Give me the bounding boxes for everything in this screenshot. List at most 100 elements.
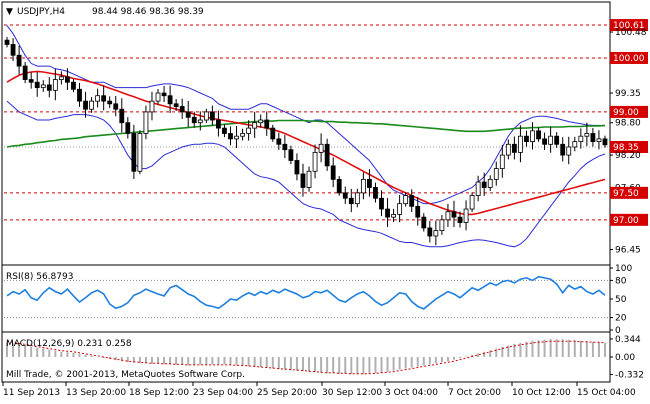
candle-body [167, 95, 173, 105]
candle-body [306, 170, 312, 188]
candle-body [46, 84, 52, 91]
macd-tick-label: 0.00 [615, 353, 635, 363]
candle-body [264, 119, 270, 129]
candle-body [288, 149, 294, 161]
candle-body [602, 138, 608, 146]
candle-body [505, 143, 511, 156]
candle-body [367, 178, 372, 188]
candle-body [578, 135, 584, 142]
time-tick-label: 25 Sep 20:00 [257, 388, 317, 398]
chart-frame [1, 1, 611, 383]
time-tick-label: 30 Sep 12:00 [322, 388, 382, 398]
candle-body [77, 88, 82, 102]
candle-body [252, 122, 258, 129]
candle-body [300, 173, 306, 188]
candle-body [360, 178, 366, 194]
rsi-line [6, 275, 606, 310]
candle-body [52, 79, 58, 91]
candle-body [40, 84, 46, 89]
price-tick-label: 99.35 [615, 89, 641, 99]
time-tick-label: 13 Sep 20:00 [66, 388, 126, 398]
rsi-tick-label: 50 [615, 295, 627, 305]
candle-body [149, 100, 155, 113]
candle-body [391, 214, 396, 218]
candle-body [409, 195, 415, 207]
candle-body [95, 95, 101, 102]
candle-body [209, 111, 215, 121]
candle-body [203, 111, 209, 121]
macd-signal-line [6, 340, 606, 375]
candle-body [463, 208, 469, 223]
candle-body [282, 143, 288, 151]
level-box-100.61 [610, 19, 648, 32]
rsi-tick-label: 100 [615, 264, 632, 274]
candle-body [222, 127, 227, 134]
candle-body [107, 100, 113, 105]
time-axis: 11 Sep 2013 13 Sep 20:00 18 Sep 12:00 23 Se… [2, 382, 636, 398]
candle-body [397, 203, 403, 215]
candle-body [518, 135, 523, 153]
level-box-99.00 [610, 105, 648, 118]
candle-body [590, 133, 596, 142]
time-tick-label: 3 Oct 04:00 [385, 388, 438, 398]
candle-body [572, 141, 578, 148]
candle-body [34, 81, 40, 89]
level-label: 100.61 [613, 21, 645, 31]
candle-body [554, 135, 560, 145]
candle-body [596, 138, 602, 142]
rsi-tick-label: 20 [615, 314, 627, 324]
candle-body [119, 108, 125, 124]
candle-body [584, 133, 590, 137]
candle-body [487, 178, 493, 188]
level-box-100.00 [610, 51, 648, 64]
macd-pane: 0.344 0.00 -0.332 [6, 335, 644, 380]
dropdown-arrow-icon[interactable]: ▼ [6, 7, 13, 17]
candle-body [536, 130, 541, 140]
candle-body [566, 146, 572, 156]
candle-body [530, 130, 535, 142]
candle-body [548, 135, 554, 145]
candle-body [16, 54, 22, 67]
copyright-label: Mill Trade, © 2001-2013, MetaQuotes Soft… [6, 370, 245, 380]
candle-body [173, 103, 179, 107]
candle-body [475, 181, 481, 196]
candle-body [216, 119, 221, 129]
price-tick-label: 100.48 [615, 28, 647, 38]
candle-body [560, 143, 566, 156]
candle-body [155, 92, 161, 102]
price-label: 98.35 [613, 143, 639, 153]
candle-body [342, 192, 348, 199]
candle-body [427, 227, 433, 237]
candle-body [481, 181, 487, 188]
candle-body [83, 100, 88, 110]
candle-body [58, 76, 64, 80]
candle-body [185, 111, 191, 118]
candle-body [457, 216, 463, 223]
candle-body [65, 76, 70, 83]
candle-body [197, 119, 203, 124]
candle-body [415, 205, 421, 218]
rsi-tick-label: 80 [615, 276, 627, 286]
level-label: 97.50 [613, 189, 639, 199]
candle-body [161, 92, 167, 97]
macd-tick-label: 0.344 [615, 335, 641, 345]
candle-body [318, 143, 324, 153]
candle-body [493, 168, 499, 180]
level-label: 97.00 [613, 216, 639, 226]
candle-body [542, 138, 547, 145]
candle-body [403, 195, 409, 205]
price-tick-label: 98.20 [615, 151, 641, 161]
time-tick-label: 15 Oct 04:00 [577, 388, 636, 398]
rsi-title: RSI(8) 56.8793 [6, 272, 73, 282]
time-tick-label: 7 Oct 20:00 [448, 388, 501, 398]
level-label: 100.00 [613, 54, 645, 64]
candle-body [373, 187, 378, 199]
candle-body [439, 219, 445, 232]
ma-red-line [6, 70, 606, 216]
ma-green-line [6, 119, 606, 148]
price-tick-label: 98.80 [615, 119, 641, 129]
candle-body [113, 103, 119, 110]
candle-body [258, 119, 264, 124]
candle-body [179, 106, 185, 113]
